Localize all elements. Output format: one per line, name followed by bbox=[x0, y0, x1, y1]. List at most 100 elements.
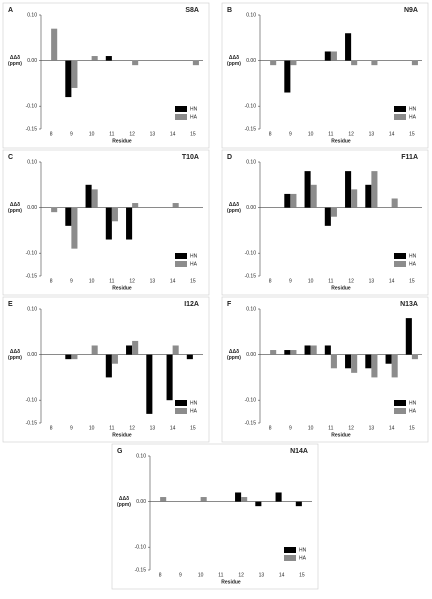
bar bbox=[192, 60, 199, 66]
bar bbox=[391, 198, 398, 208]
legend-swatch bbox=[394, 408, 406, 414]
bar bbox=[166, 354, 173, 401]
x-tick-label: 13 bbox=[259, 572, 265, 578]
bar bbox=[51, 28, 58, 61]
y-axis-label: (ppm) bbox=[227, 61, 241, 67]
x-tick-label: 14 bbox=[170, 278, 176, 284]
bar bbox=[126, 207, 133, 240]
y-axis-label: ΔΔδ bbox=[10, 349, 20, 355]
bar bbox=[304, 345, 311, 355]
y-axis-label: (ppm) bbox=[8, 355, 22, 361]
bar bbox=[330, 51, 337, 61]
x-tick-label: 15 bbox=[409, 425, 415, 431]
x-tick-label: 11 bbox=[218, 572, 223, 578]
x-axis-label: Residue bbox=[331, 285, 351, 291]
bar bbox=[132, 203, 139, 208]
bar bbox=[365, 354, 372, 369]
bar bbox=[351, 354, 358, 373]
y-tick-label: 0.10 bbox=[27, 159, 37, 165]
bar bbox=[51, 207, 58, 213]
bar bbox=[345, 354, 352, 369]
x-tick-label: 9 bbox=[289, 425, 292, 431]
y-tick-label: 0.10 bbox=[27, 306, 37, 312]
y-axis-label: ΔΔδ bbox=[229, 202, 239, 208]
x-tick-label: 12 bbox=[238, 572, 244, 578]
legend-label: HA bbox=[190, 261, 198, 267]
bar bbox=[200, 497, 207, 502]
bar bbox=[371, 354, 378, 378]
x-tick-label: 10 bbox=[89, 425, 95, 431]
x-tick-label: 10 bbox=[198, 572, 204, 578]
x-tick-label: 14 bbox=[389, 278, 395, 284]
legend-swatch bbox=[284, 555, 296, 561]
x-tick-label: 12 bbox=[129, 131, 135, 137]
bar bbox=[91, 345, 98, 355]
bar bbox=[365, 184, 372, 208]
bar bbox=[65, 354, 72, 360]
bar bbox=[345, 33, 352, 61]
y-axis-label: ΔΔδ bbox=[10, 202, 20, 208]
panel-frame bbox=[2, 149, 210, 296]
legend-label: HN bbox=[190, 400, 198, 406]
y-tick-label: 0.10 bbox=[246, 159, 256, 165]
panel-frame bbox=[111, 443, 319, 590]
bar bbox=[371, 171, 378, 208]
x-tick-label: 14 bbox=[170, 425, 176, 431]
bar bbox=[71, 60, 78, 88]
bar bbox=[132, 60, 139, 66]
y-tick-label: -0.10 bbox=[245, 104, 257, 110]
y-tick-label: -0.15 bbox=[245, 126, 257, 132]
bar bbox=[295, 501, 302, 507]
x-tick-label: 15 bbox=[299, 572, 305, 578]
x-tick-label: 13 bbox=[369, 131, 375, 137]
bar bbox=[255, 501, 262, 507]
y-tick-label: 0.10 bbox=[27, 12, 37, 18]
bar bbox=[111, 354, 118, 364]
bar bbox=[105, 354, 112, 378]
bar bbox=[310, 184, 317, 208]
x-tick-label: 15 bbox=[190, 425, 196, 431]
panel-title: F11A bbox=[401, 154, 418, 161]
legend-label: HN bbox=[409, 400, 417, 406]
x-tick-label: 11 bbox=[109, 131, 114, 137]
x-tick-label: 9 bbox=[289, 278, 292, 284]
bar bbox=[324, 207, 331, 226]
x-tick-label: 9 bbox=[179, 572, 182, 578]
y-tick-label: -0.15 bbox=[26, 420, 38, 426]
x-tick-label: 10 bbox=[89, 131, 95, 137]
panel-title: N14A bbox=[290, 448, 308, 455]
x-tick-label: 14 bbox=[389, 131, 395, 137]
y-tick-label: 0.00 bbox=[27, 352, 37, 358]
bar bbox=[351, 189, 358, 208]
x-tick-label: 15 bbox=[190, 278, 196, 284]
legend-swatch bbox=[175, 400, 187, 406]
x-tick-label: 15 bbox=[409, 131, 415, 137]
x-tick-label: 9 bbox=[70, 131, 73, 137]
bar bbox=[71, 354, 78, 360]
bar bbox=[330, 207, 337, 217]
y-tick-label: 0.00 bbox=[246, 205, 256, 211]
x-tick-label: 8 bbox=[269, 131, 272, 137]
x-tick-label: 15 bbox=[190, 131, 196, 137]
bar bbox=[304, 171, 311, 208]
legend-label: HA bbox=[190, 408, 198, 414]
legend-label: HN bbox=[409, 106, 417, 112]
bar bbox=[284, 60, 291, 93]
legend-swatch bbox=[175, 114, 187, 120]
legend-swatch bbox=[394, 114, 406, 120]
x-tick-label: 8 bbox=[50, 131, 53, 137]
bar bbox=[270, 60, 277, 66]
x-tick-label: 8 bbox=[159, 572, 162, 578]
panel-frame bbox=[2, 296, 210, 443]
bar bbox=[105, 207, 112, 240]
bar bbox=[385, 354, 392, 364]
bar bbox=[270, 350, 277, 355]
x-tick-label: 10 bbox=[308, 131, 314, 137]
x-tick-label: 9 bbox=[70, 425, 73, 431]
legend-label: HA bbox=[409, 114, 417, 120]
panel-label: G bbox=[117, 448, 123, 455]
y-axis-label: (ppm) bbox=[117, 502, 131, 508]
legend-swatch bbox=[284, 547, 296, 553]
bar bbox=[241, 497, 248, 502]
